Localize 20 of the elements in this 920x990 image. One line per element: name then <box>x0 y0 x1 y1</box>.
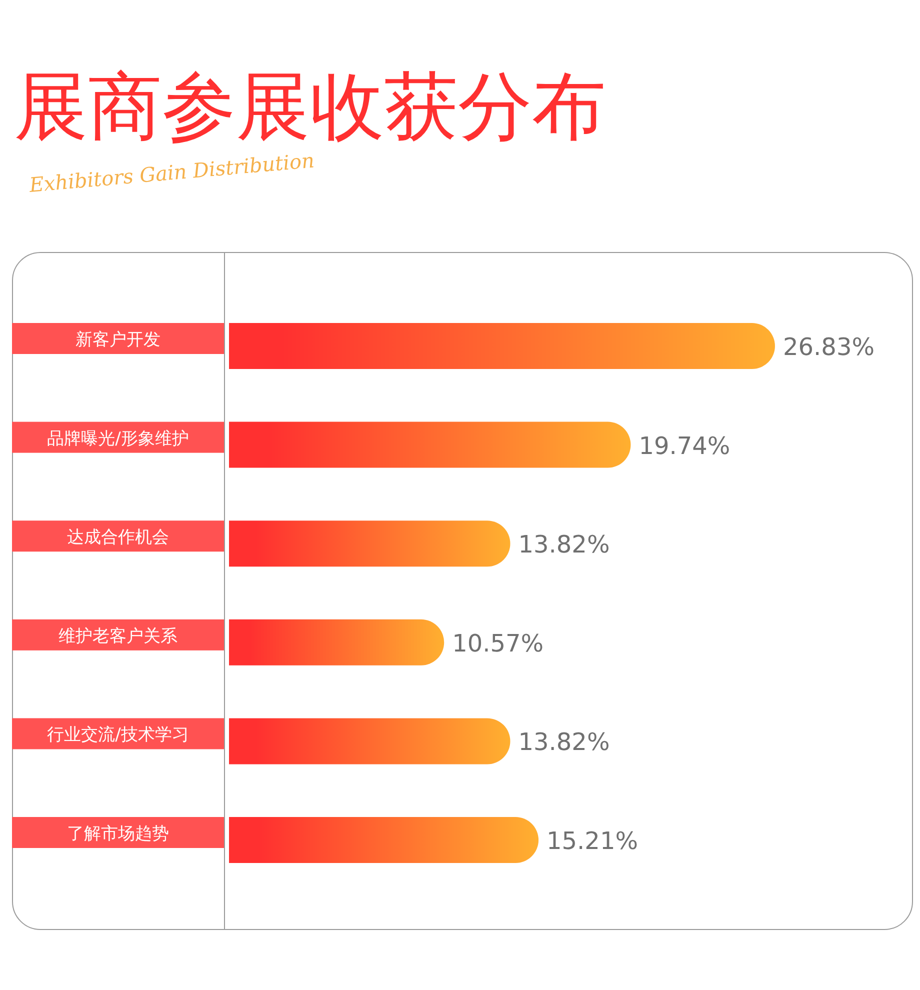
bar <box>229 323 775 369</box>
data-label: 15.21% <box>546 827 638 855</box>
y-tick-label: 维护老客户关系 <box>58 626 178 646</box>
data-label: 13.82% <box>518 530 610 559</box>
y-tick-label: 新客户开发 <box>76 330 160 350</box>
y-tick-label: 品牌曝光/形象维护 <box>47 428 189 449</box>
bar <box>229 718 510 764</box>
chart-title: 展商参展收获分布 <box>14 64 606 150</box>
bar <box>229 619 444 666</box>
chart-subtitle: Exhibitors Gain Distribution <box>27 148 316 198</box>
data-label: 13.82% <box>518 728 610 756</box>
bar <box>229 520 510 567</box>
y-tick-label: 了解市场趋势 <box>67 824 169 844</box>
data-label: 19.74% <box>638 432 730 460</box>
y-tick-label: 行业交流/技术学习 <box>47 725 189 746</box>
data-label: 26.83% <box>783 333 875 361</box>
bar <box>229 817 538 863</box>
bar <box>229 422 631 468</box>
data-label: 10.57% <box>452 629 544 658</box>
y-tick-label: 达成合作机会 <box>67 528 169 548</box>
